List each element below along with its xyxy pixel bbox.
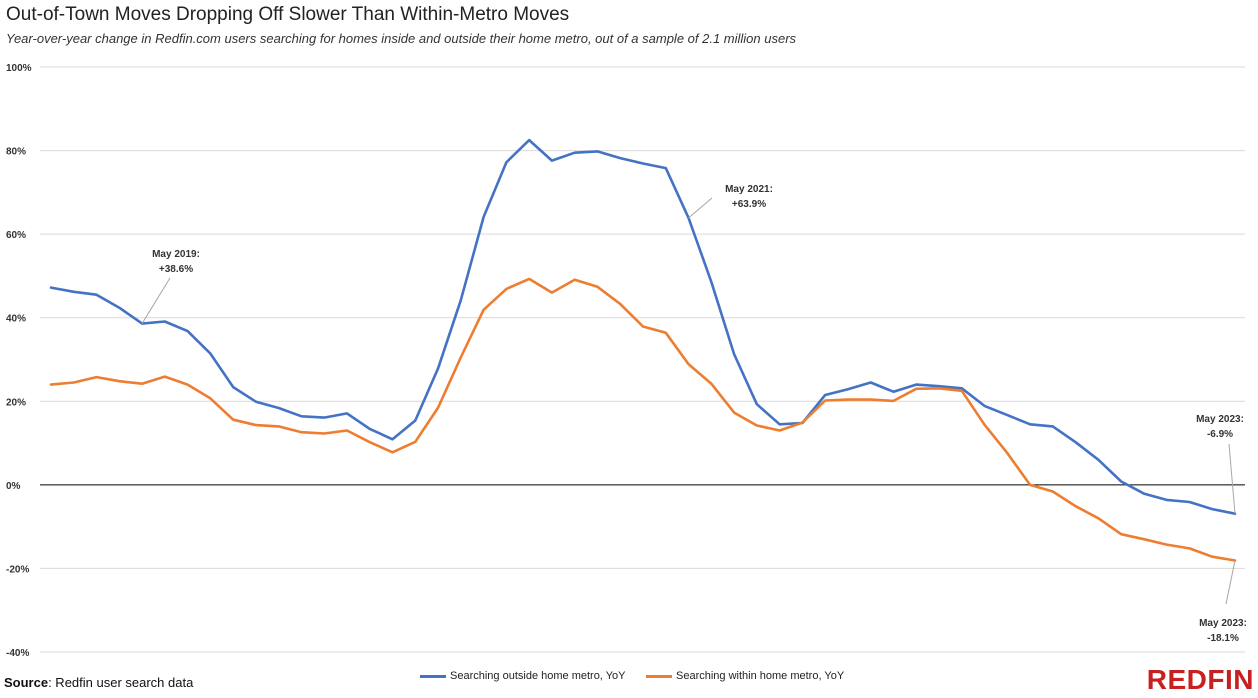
source-label: Source [4, 675, 49, 690]
annotation-value: -18.1% [1207, 633, 1239, 644]
annotation-label: May 2021: [725, 184, 773, 195]
annotation-leader-line [1228, 443, 1236, 514]
y-tick-label: 60% [6, 230, 26, 241]
legend-label-within: Searching within home metro, YoY [676, 670, 845, 682]
chart-subtitle: Year-over-year change in Redfin.com user… [6, 31, 797, 46]
y-tick-label: 20% [6, 397, 26, 408]
y-tick-label: 40% [6, 314, 26, 325]
annotation-value: +63.9% [732, 199, 766, 210]
series-line-outside [49, 138, 1237, 516]
annotation-leader-line [688, 197, 713, 219]
annotation-leader-line [141, 277, 171, 324]
annotation-value: -6.9% [1207, 429, 1233, 440]
annotation-leader-line [1225, 560, 1236, 605]
source-text: : Redfin user search data [48, 675, 194, 690]
redfin-logo: REDFIN [1146, 664, 1254, 695]
annotation-label: May 2023: [1196, 414, 1244, 425]
annotation-label: May 2019: [152, 249, 200, 260]
series-line-within [49, 277, 1237, 562]
legend-item-within: Searching within home metro, YoY [646, 670, 844, 682]
y-tick-label: 0% [6, 481, 21, 492]
chart-title: Out-of-Town Moves Dropping Off Slower Th… [6, 4, 570, 25]
y-tick-label: -40% [6, 648, 29, 659]
annotation-label: May 2023: [1199, 618, 1247, 629]
y-tick-label: 100% [6, 63, 32, 74]
legend-label-outside: Searching outside home metro, YoY [450, 670, 626, 682]
legend-swatch-within [646, 674, 672, 678]
source-note: Source: Redfin user search data [4, 675, 193, 690]
y-tick-label: 80% [6, 147, 26, 158]
annotation-value: +38.6% [159, 264, 193, 275]
y-tick-label: -20% [6, 564, 29, 575]
legend-swatch-outside [420, 674, 446, 678]
legend-item-outside: Searching outside home metro, YoY [420, 670, 626, 682]
